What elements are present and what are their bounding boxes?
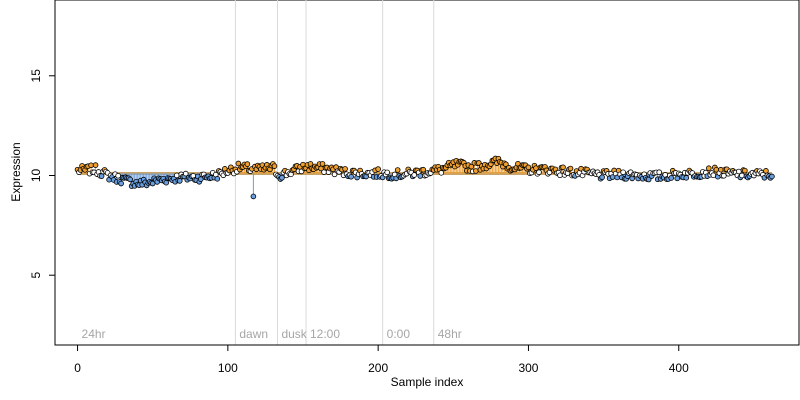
data-point — [742, 167, 748, 174]
period-label: 48hr — [438, 327, 462, 341]
data-point — [668, 175, 675, 181]
x-tick-label: 0 — [74, 361, 81, 375]
x-axis-title: Sample index — [391, 375, 464, 389]
data-point — [438, 170, 445, 176]
data-point — [706, 165, 712, 171]
data-point — [127, 176, 133, 183]
data-point — [557, 172, 563, 179]
data-point — [118, 180, 124, 187]
data-point — [420, 166, 427, 173]
data-point — [411, 172, 418, 178]
y-axis-title: Expression — [9, 142, 23, 201]
data-point — [235, 160, 242, 167]
data-point — [250, 193, 257, 200]
period-labels: 24hr dawn dusk 12:00 0:00 48hr — [82, 327, 462, 341]
period-label: dusk — [281, 327, 307, 341]
period-label: 12:00 — [310, 327, 340, 341]
data-points — [74, 155, 775, 200]
data-point — [417, 173, 424, 179]
y-tick-label: 5 — [29, 272, 43, 279]
data-point — [525, 164, 532, 171]
data-point — [375, 166, 381, 172]
data-point — [163, 179, 170, 186]
data-point — [348, 173, 354, 180]
data-point — [468, 163, 475, 170]
data-point — [92, 162, 99, 168]
y-axis: 5 10 15 — [29, 69, 56, 279]
data-point — [560, 164, 566, 171]
period-label: 24hr — [82, 327, 106, 341]
data-point — [620, 169, 626, 176]
data-point — [88, 162, 94, 169]
data-point — [197, 176, 204, 182]
data-point — [98, 173, 105, 179]
data-point — [769, 173, 775, 180]
period-label: 0:00 — [387, 327, 411, 341]
data-point — [214, 176, 221, 182]
data-point — [244, 161, 251, 167]
y-tick-label: 10 — [29, 168, 43, 182]
data-point — [567, 165, 574, 172]
x-tick-label: 100 — [218, 361, 238, 375]
data-point — [721, 172, 727, 179]
y-tick-label: 15 — [29, 69, 43, 83]
data-point — [473, 168, 479, 174]
data-point — [307, 161, 314, 167]
data-point — [279, 174, 285, 181]
data-point — [763, 168, 769, 174]
data-point — [710, 172, 717, 178]
x-tick-label: 300 — [518, 361, 538, 375]
data-point — [176, 178, 183, 184]
data-point — [656, 169, 663, 175]
data-point — [739, 172, 745, 179]
x-axis: 0 100 200 300 400 — [74, 344, 689, 375]
x-tick-label: 200 — [368, 361, 388, 375]
data-point — [718, 166, 724, 173]
data-point — [115, 172, 121, 179]
data-point — [599, 174, 605, 181]
data-point — [319, 161, 326, 167]
data-point — [182, 170, 189, 177]
data-point — [645, 176, 652, 183]
data-point — [342, 166, 348, 172]
data-point — [394, 167, 401, 173]
data-point — [271, 163, 278, 169]
data-point — [683, 175, 690, 181]
x-tick-label: 400 — [669, 361, 689, 375]
period-label: dawn — [239, 327, 268, 341]
data-point — [536, 169, 542, 176]
data-point — [384, 169, 390, 176]
data-point — [173, 172, 180, 179]
